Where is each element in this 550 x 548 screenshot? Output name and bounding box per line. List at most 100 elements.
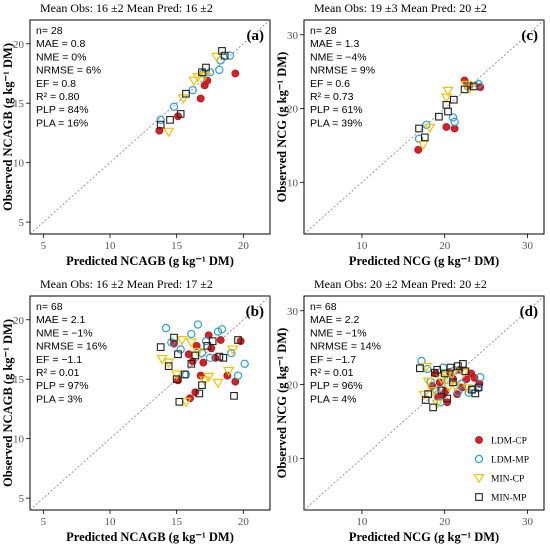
data-point-ldm-mp [215,65,224,75]
data-point-min-mp [459,360,467,368]
y-tick-label: 5 [19,493,25,505]
stat-line: R² = 0.01 [36,367,80,379]
data-point-min-mp [166,116,174,124]
stat-line: EF = −1.1 [36,354,82,366]
stat-line: PLA = 4% [310,393,356,405]
x-axis-label: Predicted NCG (g kg⁻¹ DM) [349,254,499,268]
data-point-min-cp [463,84,476,95]
data-point-min-cp [211,52,223,63]
data-point-ldm-cp [414,145,423,154]
stat-line: R² = 0.73 [310,91,354,103]
data-point-min-mp [435,112,443,121]
data-point-min-mp [420,133,429,142]
data-point-ldm-mp [448,113,458,122]
data-point-min-cp [223,366,235,377]
y-tick-label: 20 [13,39,25,51]
x-tick-label: 5 [41,240,47,252]
y-tick-label: 15 [13,374,25,386]
x-tick-label: 5 [41,516,47,528]
data-point-ldm-cp [207,344,216,353]
data-point-min-mp [156,120,165,129]
y-axis-label: Observed NCAGB (g kg⁻¹ DM) [1,319,15,487]
data-point-min-mp [198,68,206,77]
legend-marker-min-cp [473,473,485,484]
data-point-min-cp [443,382,455,393]
data-point-min-mp [195,389,204,398]
y-tick-label: 30 [287,306,299,318]
y-tick-label: 10 [287,177,299,189]
y-axis-label: Observed NCG (g kg⁻¹ DM) [275,52,289,203]
x-tick-label: 20 [439,240,451,252]
data-point-min-mp [460,85,469,94]
data-point-ldm-mp [176,345,185,354]
data-point-min-cp [422,377,434,388]
data-point-min-mp [437,386,446,395]
data-point-min-mp [429,403,437,412]
data-point-min-mp [174,350,182,359]
panel-b: Mean Obs: 16 ±2 Mean Pred: 17 ±2 5 10 15 20 5… [1,277,271,544]
legend-marker-min-mp [475,493,483,501]
x-tick-label: 20 [238,516,250,528]
stat-line: MAE = 2.1 [36,314,85,326]
data-point-min-mp [191,351,200,360]
y-tick-label: 20 [13,315,25,327]
data-point-min-cp [462,384,474,394]
data-point-min-mp [449,95,458,104]
legend-label: MIN-MP [491,494,526,504]
x-tick-label: 30 [522,516,534,528]
stat-line: n= 28 [310,25,337,37]
legend-label: MIN-CP [491,475,524,485]
identity-line [29,19,271,235]
stat-line: MAE = 0.8 [36,38,85,50]
data-point-min-mp [170,333,178,342]
data-point-min-mp [415,124,423,133]
stat-line: NRMSE = 14% [310,341,381,353]
data-point-min-mp [203,342,212,350]
panel-c: Mean Obs: 19 ±3 Mean Pred: 20 ±2 10 20 30 10… [275,1,545,268]
stat-line: MAE = 1.3 [310,38,359,50]
x-tick-label: 15 [171,240,183,252]
data-point-min-mp [219,353,228,362]
data-point-min-mp [215,352,224,361]
stat-line: PLP = 61% [310,104,363,116]
y-tick-label: 15 [13,98,25,110]
data-point-min-mp [182,89,190,98]
panel-label: (c) [521,28,538,44]
y-tick-label: 10 [13,158,25,170]
data-point-min-mp [454,362,462,370]
data-point-min-mp [218,47,226,55]
data-point-min-cp [212,378,224,389]
x-tick-label: 15 [171,516,183,528]
data-point-min-cp [227,345,239,356]
legend-label: LDM-CP [491,437,527,447]
y-tick-label: 30 [287,30,299,42]
data-point-ldm-cp [174,112,182,121]
data-point-min-cp [177,94,189,105]
stat-line: R² = 0.80 [36,91,80,103]
stat-line: n= 28 [36,25,63,37]
panel-title: Mean Obs: 16 ±2 Mean Pred: 16 ±2 [40,1,213,15]
data-point-ldm-cp [199,358,208,367]
data-point-ldm-mp [169,102,179,111]
stat-line: NRMSE = 6% [36,65,101,77]
data-point-min-mp [449,378,457,387]
data-point-min-cp [418,390,430,401]
data-point-ldm-cp [184,350,193,359]
data-point-min-cp [458,368,470,379]
data-point-min-mp [440,369,449,378]
data-point-min-cp [424,123,436,134]
data-point-min-cp [203,372,215,383]
data-point-min-mp [461,367,470,376]
data-point-ldm-mp [240,359,249,368]
x-tick-label: 10 [356,240,368,252]
data-point-min-mp [421,396,430,404]
data-point-min-cp [417,140,429,151]
x-tick-label: 20 [439,516,451,528]
panel-label: (d) [520,304,538,320]
data-point-ldm-cp [435,378,444,387]
data-point-min-mp [424,390,432,398]
data-point-ldm-mp [161,323,171,333]
data-point-min-cp [199,376,211,386]
data-point-min-mp [202,63,210,72]
